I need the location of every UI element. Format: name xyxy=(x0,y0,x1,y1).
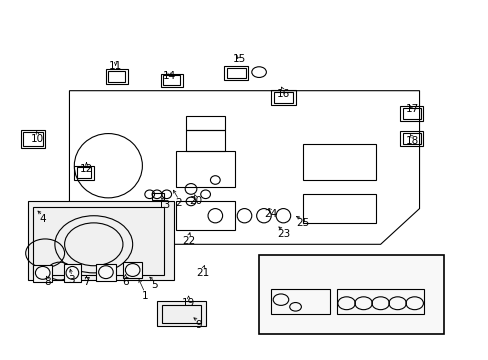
Text: 2: 2 xyxy=(175,198,182,208)
Text: 11: 11 xyxy=(109,61,122,71)
Bar xyxy=(163,75,180,85)
Bar xyxy=(271,90,295,105)
Bar xyxy=(186,130,224,152)
Text: 7: 7 xyxy=(83,277,90,287)
Bar xyxy=(302,144,375,180)
Text: 16: 16 xyxy=(276,89,289,99)
Text: 15: 15 xyxy=(233,54,246,64)
Bar xyxy=(21,130,45,148)
Bar xyxy=(74,166,94,180)
Bar xyxy=(77,167,91,178)
Text: 4: 4 xyxy=(40,214,46,224)
Bar xyxy=(399,106,423,121)
Text: 19: 19 xyxy=(182,298,195,308)
Text: 17: 17 xyxy=(405,104,418,113)
Bar xyxy=(402,108,420,119)
Text: 18: 18 xyxy=(405,136,418,146)
Bar xyxy=(224,66,248,80)
Bar xyxy=(162,305,201,323)
Bar xyxy=(96,264,116,281)
Bar xyxy=(302,194,375,223)
Bar xyxy=(259,255,443,334)
Bar xyxy=(399,131,423,146)
Bar xyxy=(176,152,234,187)
Bar xyxy=(157,301,205,327)
Bar xyxy=(271,289,329,314)
Bar xyxy=(33,265,52,282)
Bar xyxy=(336,289,424,314)
Text: 6: 6 xyxy=(122,277,128,287)
Bar xyxy=(106,69,127,84)
Text: 3: 3 xyxy=(68,275,75,285)
Bar xyxy=(122,262,142,278)
Text: 22: 22 xyxy=(182,236,195,246)
Text: 8: 8 xyxy=(44,277,51,287)
Bar xyxy=(23,132,42,146)
Text: 20: 20 xyxy=(189,197,202,206)
Text: 21: 21 xyxy=(196,268,209,278)
Bar xyxy=(402,133,420,144)
Text: 12: 12 xyxy=(80,164,93,174)
Bar xyxy=(28,202,174,280)
Bar xyxy=(161,73,183,87)
Bar xyxy=(226,68,245,78)
Bar xyxy=(186,116,224,130)
Text: 23: 23 xyxy=(276,229,289,239)
Text: 1: 1 xyxy=(141,291,148,301)
Bar xyxy=(108,71,125,82)
Text: 9: 9 xyxy=(195,320,201,330)
Text: 13: 13 xyxy=(157,200,170,210)
Text: 24: 24 xyxy=(264,209,277,219)
Bar xyxy=(63,264,81,282)
Text: 5: 5 xyxy=(151,280,158,291)
Bar xyxy=(273,92,292,103)
Text: 10: 10 xyxy=(31,134,44,144)
Bar xyxy=(176,202,234,230)
Text: 25: 25 xyxy=(296,218,309,228)
Text: 14: 14 xyxy=(162,71,175,81)
Bar xyxy=(33,207,164,275)
Bar xyxy=(152,193,164,200)
